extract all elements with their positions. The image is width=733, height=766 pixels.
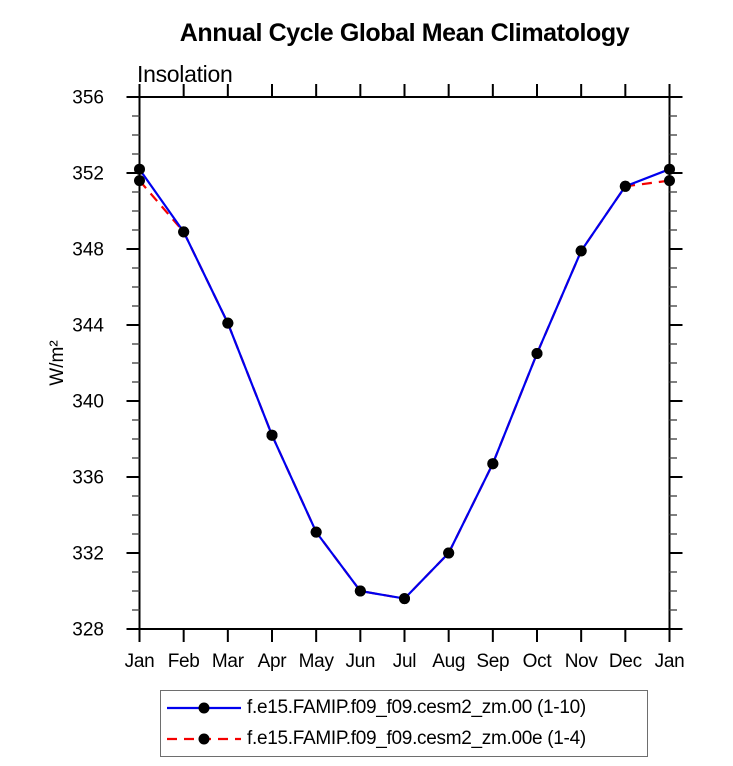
y-tick-label: 352 <box>72 164 104 185</box>
series-1-marker <box>575 245 587 257</box>
legend-line-sample-dashed <box>167 733 241 745</box>
series-1-marker <box>399 593 410 605</box>
series-1-marker <box>354 585 366 597</box>
x-tick-label: Jun <box>345 651 375 672</box>
x-tick-label: May <box>299 651 335 672</box>
legend-marker-dot <box>198 702 210 714</box>
x-tick-label: Dec <box>609 651 642 672</box>
y-tick-label: 336 <box>72 468 104 489</box>
series-1-marker <box>664 175 675 187</box>
series-1-marker <box>487 458 499 470</box>
series-line-0 <box>138 168 670 600</box>
series-1-marker <box>443 547 455 559</box>
series-1-marker <box>178 226 190 238</box>
x-tick-label: Jan <box>125 651 155 672</box>
axis-frame <box>138 96 671 630</box>
x-tick-label: Aug <box>432 651 465 672</box>
y-tick-label: 340 <box>72 392 104 413</box>
y-tick-label: 328 <box>72 620 104 641</box>
series-1-marker <box>531 348 543 359</box>
x-tick-label: Jan <box>655 651 685 672</box>
x-tick-label: Jul <box>393 651 416 672</box>
legend: f.e15.FAMIP.f09_f09.cesm2_zm.00 (1-10) f… <box>160 690 648 757</box>
legend-row-1: f.e15.FAMIP.f09_f09.cesm2_zm.00 (1-10) <box>164 695 647 722</box>
series-1-marker <box>134 175 145 187</box>
chart-title: Annual Cycle Global Mean Climatology <box>179 19 630 47</box>
legend-row-2: f.e15.FAMIP.f09_f09.cesm2_zm.00e (1-4) <box>164 726 647 753</box>
x-tick-label: Nov <box>565 651 599 672</box>
series-1-marker <box>222 317 234 329</box>
chart-subtitle: Insolation <box>137 61 233 87</box>
legend-label-1: f.e15.FAMIP.f09_f09.cesm2_zm.00 (1-10) <box>247 697 586 718</box>
series-1-marker <box>310 526 322 538</box>
legend-label-2: f.e15.FAMIP.f09_f09.cesm2_zm.00e (1-4) <box>247 728 586 749</box>
y-tick-label: 344 <box>72 316 104 337</box>
series-0-marker <box>134 163 145 175</box>
y-tick-label: 332 <box>72 544 104 565</box>
x-tick-label: Sep <box>476 651 509 672</box>
x-tick-label: Mar <box>212 651 245 672</box>
x-tick-label: Apr <box>258 651 288 672</box>
legend-line-sample-solid <box>167 702 241 714</box>
series-line-1 <box>138 179 670 600</box>
y-tick-label: 356 <box>72 88 104 109</box>
series-0-marker <box>664 163 675 175</box>
legend-marker-dot <box>198 733 210 745</box>
y-tick-label: 348 <box>72 240 104 261</box>
series-1-marker <box>619 180 631 192</box>
x-tick-label: Feb <box>168 651 200 672</box>
x-tick-label: Oct <box>523 651 553 672</box>
series-1-marker <box>266 429 278 441</box>
